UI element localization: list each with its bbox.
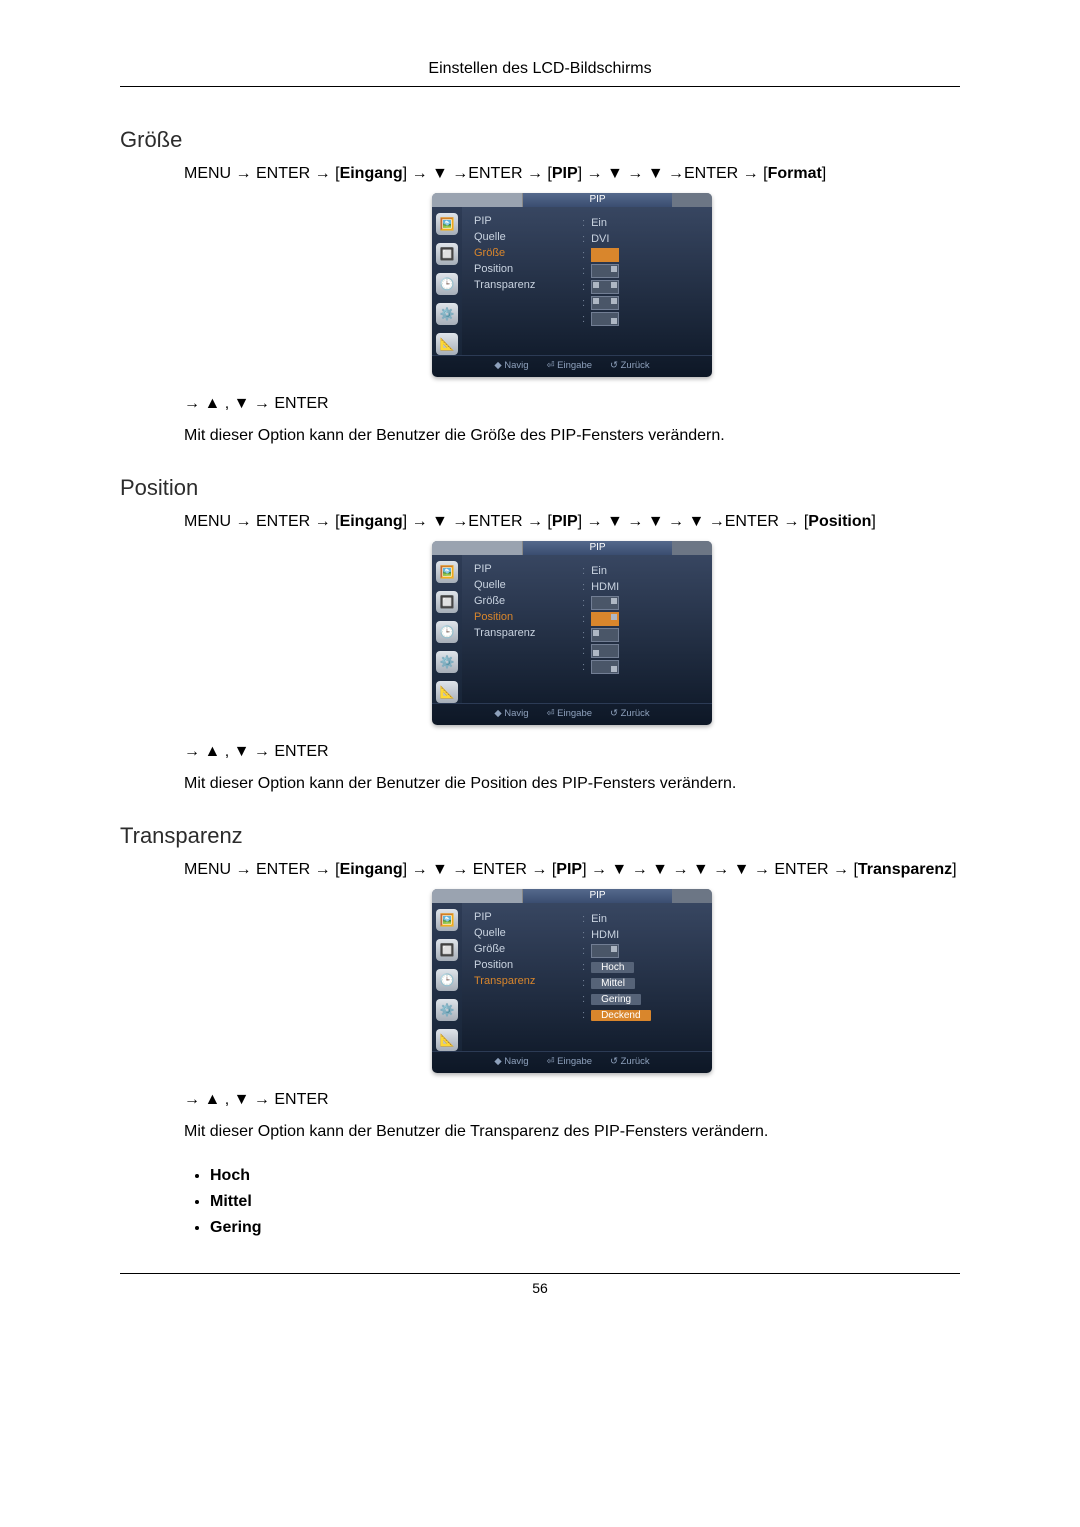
osd-tab-icon: 📐 [436, 333, 458, 355]
option-mittel: Mittel [210, 1193, 960, 1211]
osd-tab-icon: ⚙️ [436, 999, 458, 1021]
option-hoch: Hoch [210, 1167, 960, 1185]
transparenz-options: Hoch Mittel Gering [184, 1167, 960, 1237]
nav-enter-groesse: → ▲ , ▼ → ENTER [184, 395, 960, 413]
osd-position: PIP🖼️🔲🕒⚙️📐PIPQuelleGrößePositionTranspar… [432, 541, 712, 725]
option-gering: Gering [210, 1219, 960, 1237]
osd-transparenz: PIP🖼️🔲🕒⚙️📐PIPQuelleGrößePositionTranspar… [432, 889, 712, 1073]
nav-enter-transparenz: → ▲ , ▼ → ENTER [184, 1091, 960, 1109]
osd-tab-icon: 🔲 [436, 591, 458, 613]
desc-position: Mit dieser Option kann der Benutzer die … [184, 775, 960, 793]
osd-tab-icon: 🕒 [436, 273, 458, 295]
nav-path-transparenz: MENU → ENTER → [Eingang] → ▼ → ENTER → [… [184, 861, 960, 879]
osd-tab-icon: 🔲 [436, 939, 458, 961]
nav-path-groesse: MENU → ENTER → [Eingang] → ▼ →ENTER → [P… [184, 165, 960, 183]
section-title-groesse: Größe [120, 127, 960, 153]
section-title-position: Position [120, 475, 960, 501]
osd-groesse: PIP🖼️🔲🕒⚙️📐PIPQuelleGrößePositionTranspar… [432, 193, 712, 377]
osd-tab-icon: 🖼️ [436, 909, 458, 931]
osd-tab-icon: 📐 [436, 681, 458, 703]
osd-tab-icon: ⚙️ [436, 651, 458, 673]
nav-path-position: MENU → ENTER → [Eingang] → ▼ →ENTER → [P… [184, 513, 960, 531]
desc-transparenz: Mit dieser Option kann der Benutzer die … [184, 1123, 960, 1141]
osd-tab-icon: 🖼️ [436, 561, 458, 583]
osd-tab-icon: 📐 [436, 1029, 458, 1051]
osd-tab-icon: 🖼️ [436, 213, 458, 235]
section-title-transparenz: Transparenz [120, 823, 960, 849]
osd-tab-icon: 🕒 [436, 621, 458, 643]
page-header: Einstellen des LCD-Bildschirms [120, 60, 960, 87]
osd-tab-icon: ⚙️ [436, 303, 458, 325]
osd-tab-icon: 🔲 [436, 243, 458, 265]
nav-enter-position: → ▲ , ▼ → ENTER [184, 743, 960, 761]
desc-groesse: Mit dieser Option kann der Benutzer die … [184, 427, 960, 445]
osd-tab-icon: 🕒 [436, 969, 458, 991]
page-number: 56 [120, 1273, 960, 1296]
